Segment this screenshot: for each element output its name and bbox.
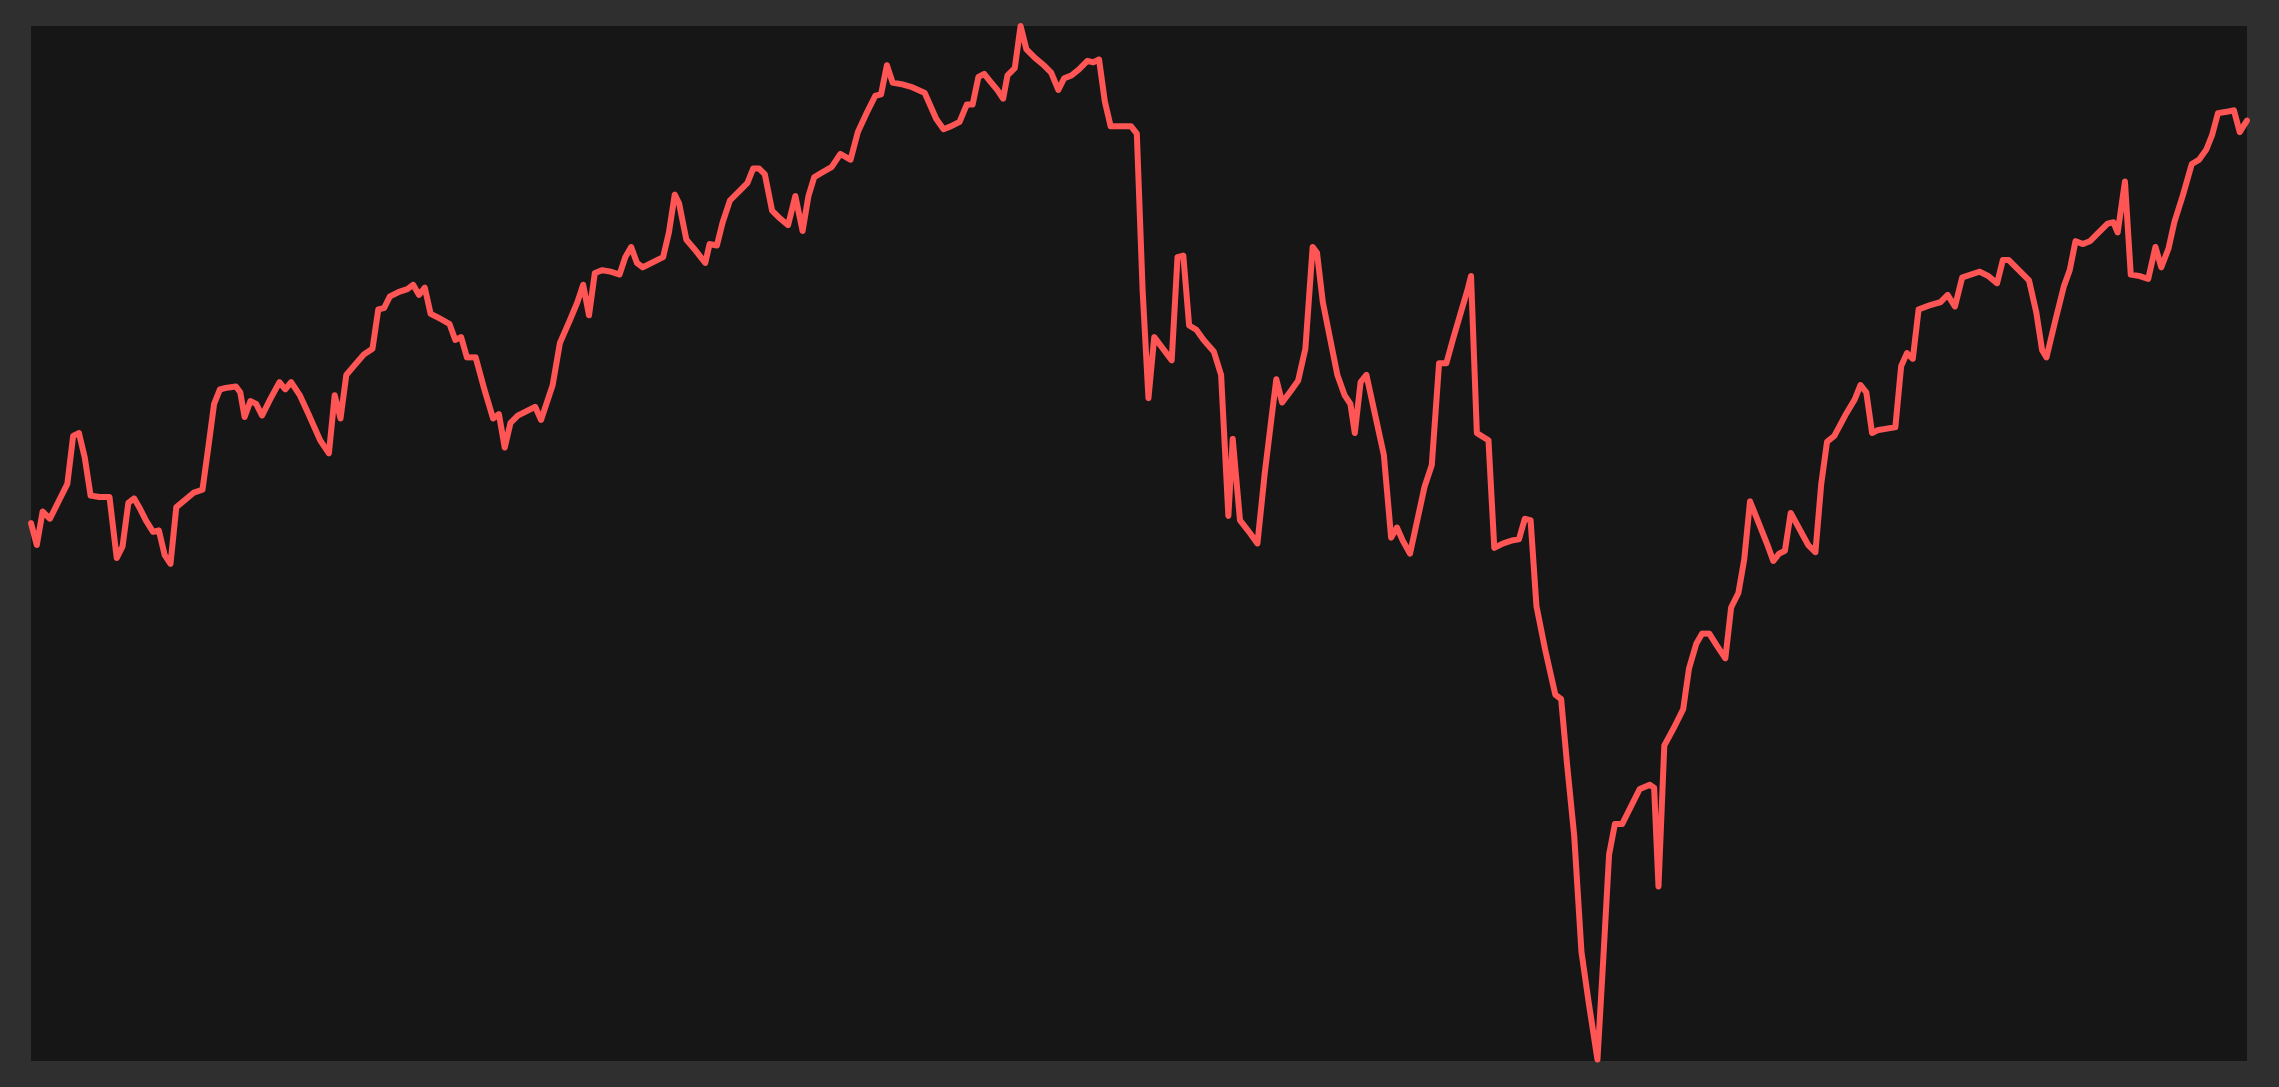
series-line [28, 23, 2250, 1063]
